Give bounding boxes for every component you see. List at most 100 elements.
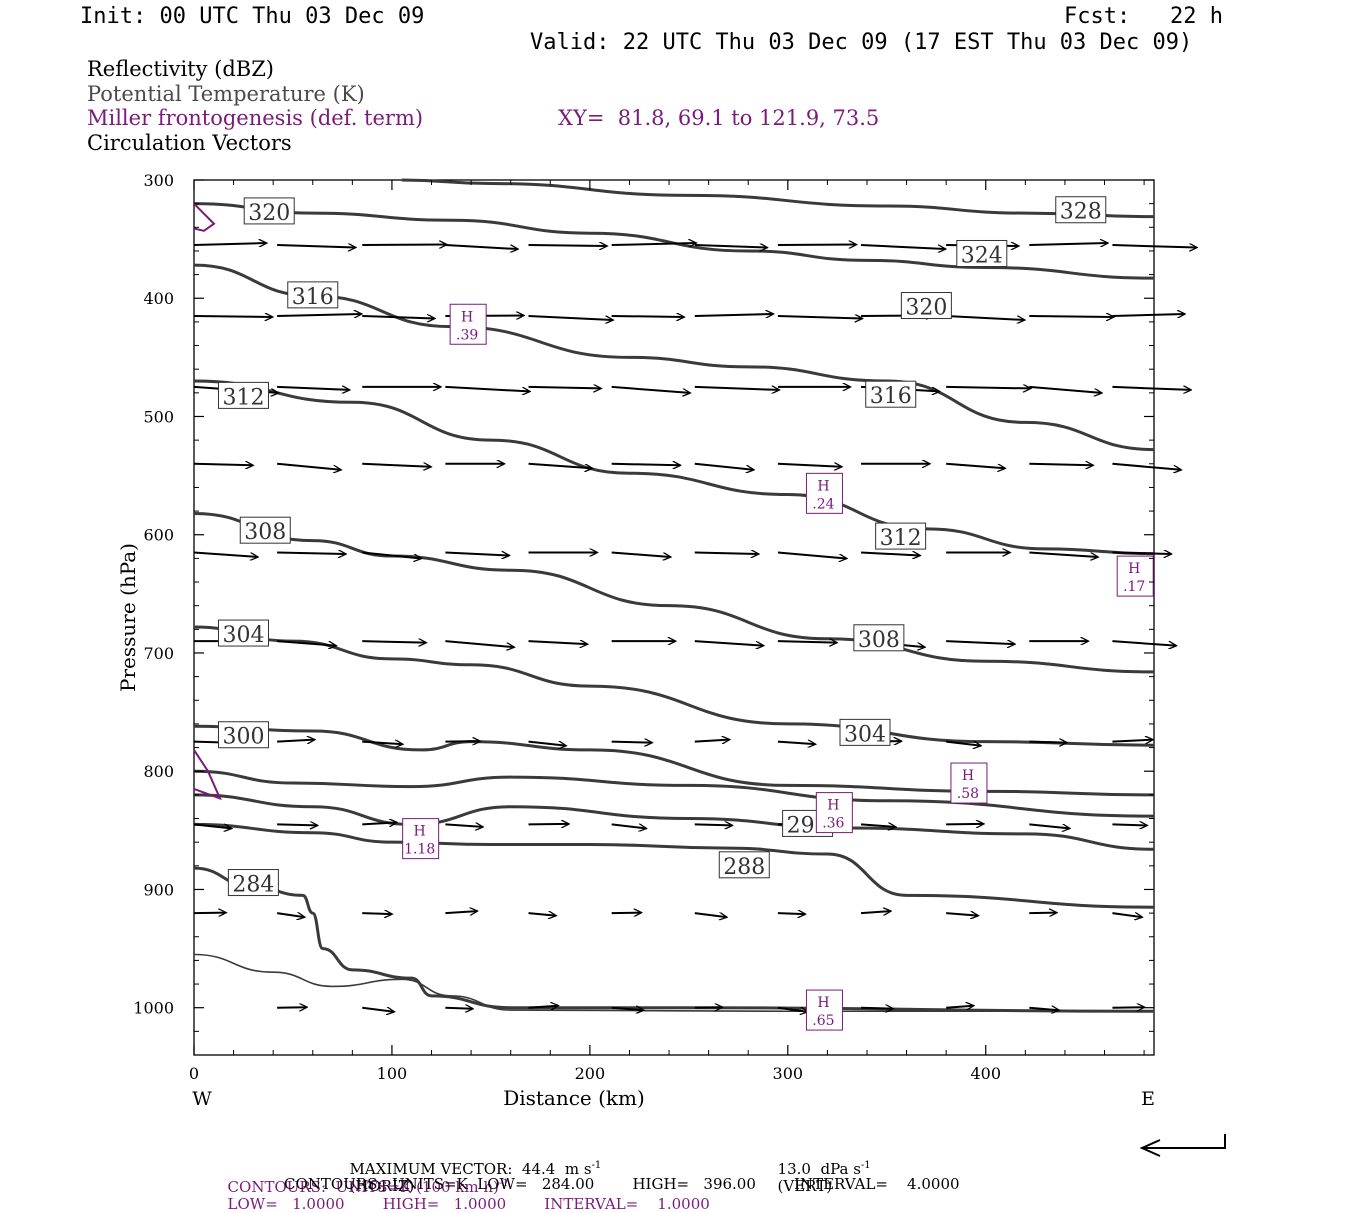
max-vector-horiz-exponent: -1 [591, 1160, 602, 1171]
isentrope-316 [193, 379, 1155, 556]
circulation-vector [193, 913, 226, 914]
circulation-vector [528, 387, 601, 389]
frontogenesis-max-label: H [827, 798, 839, 814]
y-tick-label: 900 [143, 880, 174, 899]
x-tick-label: 100 [377, 1064, 408, 1083]
reference-vector-icon [1139, 1134, 1226, 1157]
circulation-vector [694, 740, 729, 742]
isentrope-284 [193, 953, 1154, 1013]
circulation-vector [694, 1007, 722, 1008]
contour-label-box [718, 851, 770, 879]
circulation-vector [528, 824, 569, 825]
circulation-vector [611, 385, 690, 393]
circulation-vector [694, 314, 773, 316]
contour-label: 328 [1060, 200, 1102, 225]
circulation-vector [611, 243, 696, 245]
circulation-vector [445, 911, 477, 913]
circulation-vector [777, 641, 837, 643]
circulation-vector [611, 913, 641, 914]
frontogenesis-max-value: .39 [456, 327, 478, 343]
isentrope-296 [193, 793, 1155, 851]
contour-label: 320 [905, 296, 947, 321]
circulation-vector [777, 245, 856, 246]
circulation-vector [362, 245, 446, 246]
frontogenesis-max-label: H [962, 768, 974, 784]
contour-label: 324 [961, 243, 1003, 268]
contour-label: 304 [222, 623, 264, 648]
max-vector-horiz-label: (HORIZ) [349, 1177, 415, 1195]
contour-label-box [839, 718, 891, 746]
circulation-vector [1029, 913, 1056, 914]
contour-label-box [956, 239, 1008, 267]
contours-theta-info: CONTOURS: UNITS=K LOW= 284.00 HIGH= 396.… [284, 1175, 960, 1193]
circulation-vector [1112, 913, 1141, 917]
valid-time: Valid: 22 UTC Thu 03 Dec 09 (17 EST Thu … [530, 30, 1193, 55]
circulation-vector [1029, 316, 1113, 317]
contour-label: 312 [880, 526, 922, 551]
circulation-vector [445, 385, 529, 392]
circulation-vector [611, 551, 671, 557]
plot-frame [193, 179, 1155, 1056]
contour-label: 284 [232, 873, 274, 898]
circulation-vector [611, 1008, 644, 1011]
forecast-hour: Fcst: 22 h [1064, 4, 1223, 29]
circulation-vector [362, 464, 430, 467]
circulation-vector [694, 913, 727, 917]
max-vector-vert-label: (VERT) [777, 1177, 833, 1195]
contour-label-box [227, 869, 279, 897]
frontogenesis-max-value: .24 [812, 496, 834, 512]
circulation-vector [193, 823, 231, 828]
reflectivity-contour [193, 202, 216, 232]
circulation-vector [1029, 742, 1066, 743]
contour-label-box [217, 721, 269, 749]
y-tick-label: 700 [143, 644, 174, 663]
circulation-vector [861, 1008, 893, 1009]
circulation-vector [362, 551, 421, 558]
contour-label-box [217, 619, 269, 647]
circulation-vector [528, 245, 607, 246]
circulation-vector [277, 552, 345, 554]
circulation-vector [946, 462, 1005, 469]
frontogenesis-max-value: .17 [1123, 579, 1145, 595]
frontogenesis-max-label: H [817, 995, 829, 1011]
max-vector-horiz-value: MAXIMUM VECTOR: 44.4 m s [349, 1160, 592, 1178]
circulation-vector [277, 824, 317, 825]
frontogenesis-max-box [1116, 555, 1154, 597]
circulation-vector [777, 464, 841, 467]
circulation-vector [193, 551, 257, 557]
frontogenesis-max-label: H [414, 824, 426, 840]
circulation-vector [694, 552, 758, 554]
legend-circulation-vectors: Circulation Vectors [87, 131, 292, 155]
circulation-vector [445, 1008, 472, 1009]
circulation-vector [694, 245, 767, 248]
circulation-vector [777, 742, 815, 745]
y-tick-label: 600 [143, 526, 174, 545]
circulation-vector [946, 824, 983, 825]
isentrope-292 [193, 822, 1155, 909]
frontogenesis-max-label: H [817, 478, 829, 494]
circulation-vector [445, 824, 482, 827]
frontogenesis-max-box [402, 818, 440, 860]
circulation-vector [362, 822, 396, 824]
frontogenesis-max-box [950, 762, 988, 804]
circulation-vector [362, 316, 434, 319]
x-axis-label: Distance (km) [503, 1086, 645, 1110]
frontogenesis-max-value: .36 [822, 816, 844, 832]
circulation-vector [860, 824, 895, 827]
circulation-vector [611, 742, 652, 743]
contour-label: 320 [248, 201, 290, 226]
contour-label-box [1055, 196, 1107, 224]
circulation-vector [1112, 314, 1184, 316]
circulation-vector [694, 462, 754, 470]
frontogenesis-max-value: .58 [957, 786, 979, 802]
legend-potential-temperature: Potential Temperature (K) [87, 82, 365, 106]
contour-label: 308 [244, 520, 286, 545]
circulation-vector [362, 1008, 394, 1012]
circulation-vector [861, 244, 945, 249]
circulation-vector [946, 913, 978, 916]
circulation-vector [694, 824, 732, 825]
circulation-vector [276, 913, 304, 917]
circulation-vector [277, 314, 361, 316]
isentrope-300 [193, 769, 1155, 818]
circulation-vector [1112, 640, 1175, 646]
